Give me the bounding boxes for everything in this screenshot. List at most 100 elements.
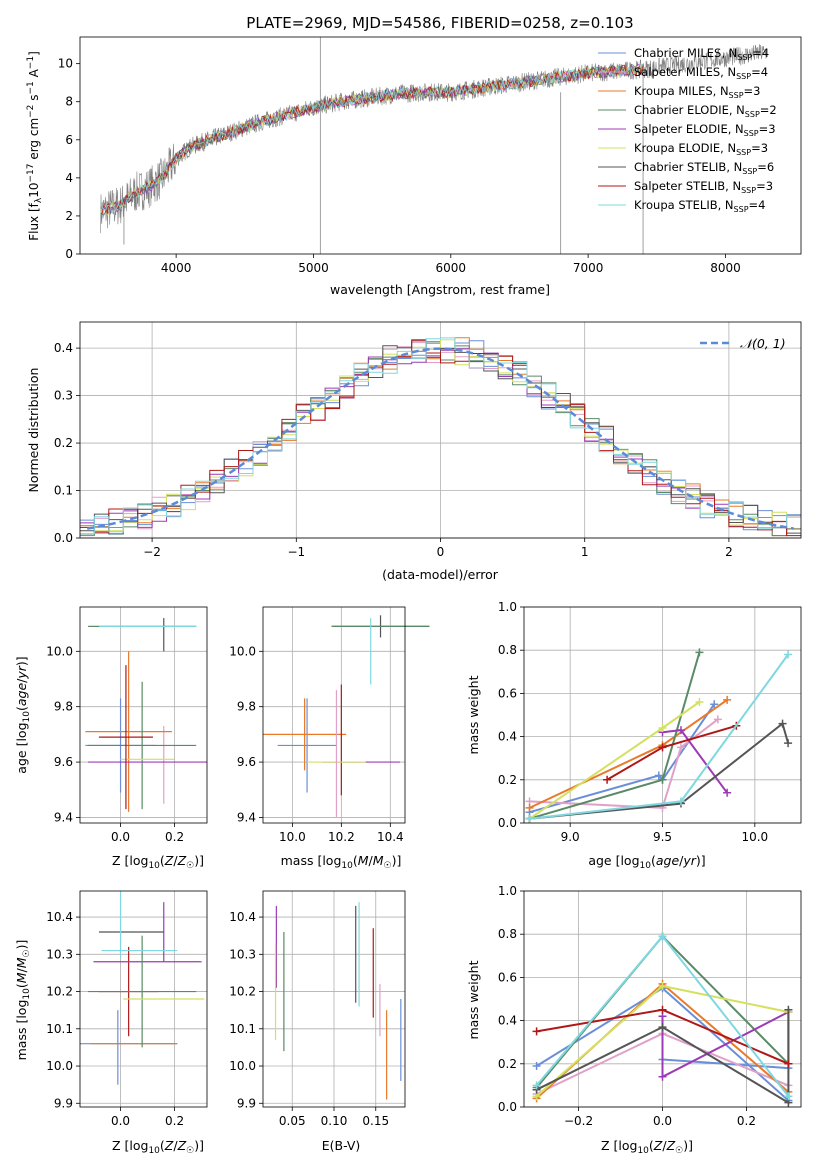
legend-label: 𝒩(0, 1)	[740, 336, 786, 351]
plus-marker	[676, 726, 685, 735]
model-fit-line	[100, 64, 644, 215]
plus-marker	[658, 932, 667, 941]
panel3-xlabel: Z [log10(Z/Z☉)]	[112, 853, 204, 871]
plus-marker	[784, 739, 793, 748]
plus-marker	[676, 797, 685, 806]
x-tick-label: 0	[437, 545, 445, 559]
plus-marker	[723, 695, 732, 704]
y-tick-label: 10.2	[46, 985, 73, 999]
errorbar-point	[277, 698, 337, 793]
normal-curve	[86, 347, 795, 530]
hist-steps	[80, 337, 801, 537]
x-tick-label: 10.0	[279, 830, 306, 844]
y-tick-label: 10.0	[46, 644, 73, 658]
plus-marker	[784, 1005, 793, 1014]
plus-marker	[695, 648, 704, 657]
y-tick-label: 0.1	[54, 484, 73, 498]
y-tick-label: 10.2	[229, 985, 256, 999]
y-tick-label: 0.6	[498, 970, 517, 984]
histogram-ylabel: Normed distribution	[26, 368, 41, 493]
panel5-ylabel: mass weight	[466, 675, 481, 754]
x-tick-label: 10.2	[328, 830, 355, 844]
plus-marker	[525, 803, 534, 812]
plus-marker	[658, 982, 667, 991]
plus-marker	[532, 1061, 541, 1070]
panel7-xlabel: E(B-V)	[322, 1138, 361, 1153]
weight-line	[529, 721, 790, 820]
x-tick-label: 0.10	[321, 1114, 348, 1128]
y-tick-label: 4	[65, 171, 73, 185]
x-tick-label: 0.2	[737, 1114, 756, 1128]
y-tick-label: 10.1	[46, 1022, 73, 1036]
x-tick-label: 0.15	[362, 1114, 389, 1128]
y-tick-label: 0.6	[498, 686, 517, 700]
weight-line	[529, 703, 716, 814]
model-fit-line	[100, 64, 644, 214]
x-tick-label: 0.2	[165, 1114, 184, 1128]
legend-label: Chabrier ELODIE, NSSP=2	[634, 103, 777, 119]
plus-marker	[658, 775, 667, 784]
x-tick-label: −1	[287, 545, 305, 559]
x-tick-label: 10.0	[741, 830, 768, 844]
y-tick-label: 1.0	[498, 884, 517, 898]
plus-marker	[784, 1092, 793, 1101]
model-fit-line	[100, 63, 644, 216]
weight-line	[536, 1009, 790, 1105]
weight-line	[529, 718, 719, 809]
y-tick-label: 0.4	[498, 730, 517, 744]
spectrum-lines	[100, 37, 767, 254]
y-tick-label: 0.0	[54, 531, 73, 545]
y-tick-label: 10.3	[46, 947, 73, 961]
y-tick-label: 10.0	[229, 1059, 256, 1073]
y-tick-label: 10.0	[46, 1059, 73, 1073]
x-tick-label: −0.2	[564, 1114, 593, 1128]
plus-marker	[525, 814, 534, 823]
model-fit-line	[100, 63, 644, 214]
y-tick-label: 9.9	[237, 1096, 256, 1110]
panel-0: 4000 5000 6000 7000 8000 0 2 4 6 8 10 Chabrier MILE…	[58, 36, 802, 275]
plus-marker	[658, 743, 667, 752]
weight-line	[529, 652, 701, 820]
axes-frame	[79, 321, 802, 539]
x-tick-label: 8000	[710, 261, 741, 275]
panel-1: −2 −1 0 1 2 0.0 0.1 0.2 0.3 0.4 𝒩(0, 1)	[54, 321, 802, 559]
plus-marker	[710, 700, 719, 709]
y-tick-label: 0.0	[498, 816, 517, 830]
legend-label: Kroupa MILES, NSSP=3	[634, 84, 760, 100]
plus-marker	[532, 1081, 541, 1090]
x-tick-label: 9.0	[561, 830, 580, 844]
panel-6: 0.05 0.10 0.15 9.9 10.0 10.1 10.2 10.3 10.4	[229, 890, 406, 1128]
plus-marker	[695, 698, 704, 707]
panel8-xlabel: Z [log10(Z/Z☉)]	[601, 1138, 693, 1156]
y-tick-label: 10.0	[229, 644, 256, 658]
x-tick-label: 4000	[161, 261, 192, 275]
y-tick-label: 9.4	[54, 810, 73, 824]
x-tick-label: 7000	[573, 261, 604, 275]
x-tick-label: 0.0	[111, 1114, 130, 1128]
y-tick-label: 0.4	[54, 341, 73, 355]
model-fit-line	[100, 63, 644, 217]
plus-marker	[658, 1023, 667, 1032]
panel8-ylabel: mass weight	[466, 960, 481, 1039]
plus-marker	[654, 771, 663, 780]
axes-frame	[79, 36, 802, 255]
y-tick-label: 9.9	[54, 1096, 73, 1110]
panel-4: 9.0 9.5 10.0 0.0 0.2 0.4 0.6 0.8 1.0	[498, 600, 802, 844]
panel-2: 0.0 0.2 9.4 9.6 9.8 10.0	[46, 606, 208, 844]
model-fit-line	[100, 64, 644, 214]
plus-marker	[723, 788, 732, 797]
legend-label: Chabrier STELIB, NSSP=6	[634, 160, 774, 176]
plus-marker	[784, 1059, 793, 1068]
x-tick-label: 9.5	[653, 830, 672, 844]
legend-label: Kroupa STELIB, NSSP=4	[634, 198, 765, 214]
panel5-xlabel: age [log10(age/yr)]	[588, 853, 705, 871]
spectrum-legend: Chabrier MILES, NSSP=4 Salpeter MILES, NS…	[598, 46, 777, 214]
x-tick-label: 6000	[436, 261, 467, 275]
plus-marker	[658, 1005, 667, 1014]
axes-frame	[523, 890, 802, 1108]
errorbar-point	[88, 681, 197, 810]
legend-label: Salpeter ELODIE, NSSP=3	[634, 122, 776, 138]
y-tick-label: 0.8	[498, 643, 517, 657]
histogram-xlabel: (data-model)/error	[382, 567, 499, 582]
